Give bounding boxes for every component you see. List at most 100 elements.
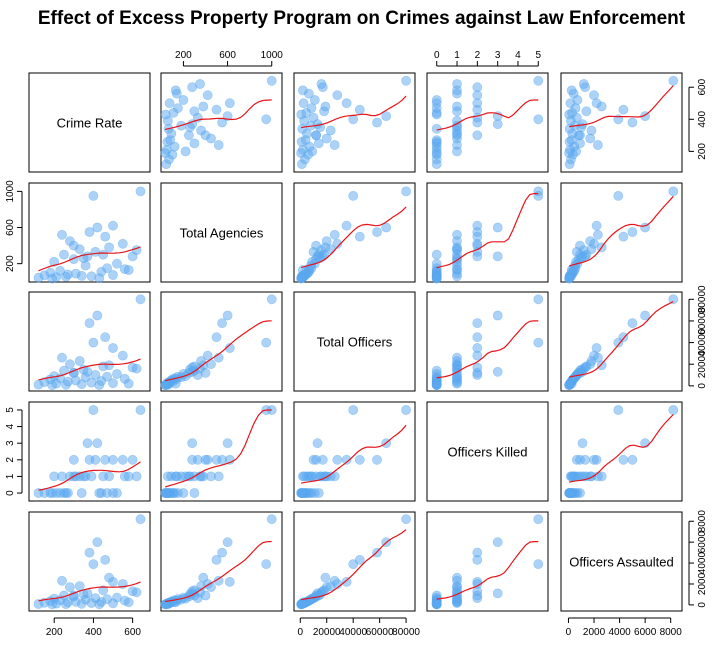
- panel-frame: [560, 291, 683, 392]
- data-point: [492, 366, 503, 377]
- data-point: [618, 332, 629, 343]
- tick-label: 2: [5, 457, 16, 463]
- tick-label: 4: [515, 50, 521, 61]
- panel-ag-vs-cr: [28, 182, 151, 284]
- data-point: [47, 599, 58, 610]
- tick-label: 600: [124, 627, 141, 638]
- data-point: [401, 75, 411, 86]
- top-x-axis-ag: 200 600 1000: [175, 50, 284, 67]
- data-point: [100, 231, 111, 242]
- data-point: [112, 369, 122, 379]
- tick-label: 2000: [583, 627, 606, 638]
- data-point: [200, 367, 211, 378]
- variable-label-cr: Crime Rate: [57, 116, 123, 131]
- data-point: [311, 240, 321, 251]
- panel-of-vs-cr: [28, 291, 151, 392]
- data-point: [533, 514, 544, 525]
- data-point: [117, 350, 128, 361]
- data-point: [381, 222, 392, 233]
- data-point: [74, 356, 85, 366]
- data-point: [575, 130, 585, 141]
- data-point: [94, 599, 105, 610]
- tick-label: 200: [5, 255, 16, 272]
- tick-label: 400: [697, 111, 708, 128]
- data-point: [198, 572, 209, 583]
- panel-frame: [293, 511, 416, 612]
- panel-frame: [28, 511, 151, 612]
- data-point: [472, 130, 483, 141]
- data-point: [452, 229, 462, 240]
- data-point: [33, 379, 44, 390]
- panel-as-vs-of: [293, 511, 416, 612]
- data-point: [92, 222, 103, 233]
- data-point: [431, 98, 442, 109]
- data-point: [332, 454, 343, 465]
- data-point: [211, 555, 222, 565]
- data-point: [82, 438, 93, 449]
- data-point: [297, 265, 308, 275]
- tick-label: 2: [475, 50, 481, 61]
- tick-label: 0: [297, 627, 303, 638]
- data-point: [533, 114, 544, 125]
- data-point: [297, 85, 308, 96]
- smooth-line: [38, 461, 141, 491]
- data-point: [564, 148, 574, 158]
- data-point: [88, 337, 99, 348]
- data-point: [313, 138, 324, 149]
- data-point: [98, 585, 109, 596]
- tick-label: 200: [46, 627, 63, 638]
- data-point: [213, 471, 224, 482]
- tick-label: 200: [697, 143, 708, 160]
- data-point: [47, 488, 58, 498]
- smooth-line: [436, 541, 539, 600]
- data-point: [65, 582, 75, 592]
- data-point: [341, 577, 352, 587]
- smooth-line: [300, 424, 407, 484]
- data-point: [88, 405, 99, 415]
- data-point: [108, 598, 118, 609]
- data-point: [319, 106, 329, 117]
- panel-cr-vs-of: [293, 72, 416, 173]
- data-point: [452, 352, 462, 363]
- data-point: [329, 229, 340, 240]
- data-point: [68, 454, 79, 465]
- data-point: [164, 98, 175, 109]
- data-point: [261, 559, 272, 569]
- data-point: [565, 98, 576, 109]
- tick-label: 1000: [261, 50, 284, 61]
- data-point: [354, 454, 365, 465]
- data-point: [452, 140, 462, 150]
- data-point: [578, 79, 589, 89]
- tick-label: 40000: [339, 627, 367, 638]
- tick-label: 200: [175, 50, 192, 61]
- data-point: [108, 488, 118, 498]
- panel-frame: [28, 72, 151, 173]
- data-point: [189, 488, 200, 498]
- data-point: [354, 104, 365, 115]
- data-point: [311, 130, 321, 141]
- data-point: [82, 251, 93, 262]
- data-point: [348, 405, 359, 415]
- data-point: [575, 454, 585, 465]
- panel-frame: [160, 291, 283, 392]
- panel-as-vs-ki: [426, 511, 549, 612]
- data-point: [332, 90, 343, 101]
- data-point: [492, 310, 503, 321]
- data-point: [100, 332, 111, 343]
- panel-ki-vs-ki: Officers Killed: [426, 401, 549, 502]
- data-point: [213, 140, 224, 150]
- data-point: [261, 337, 272, 348]
- data-point: [88, 190, 99, 201]
- data-point: [329, 575, 340, 586]
- panel-frame: [160, 182, 283, 283]
- data-point: [372, 454, 382, 465]
- panel-frame: [560, 182, 683, 283]
- smooth-line: [436, 320, 539, 379]
- smooth-line: [38, 581, 141, 602]
- data-point: [117, 238, 128, 249]
- data-point: [296, 109, 307, 120]
- smooth-line: [300, 95, 407, 129]
- panel-frame: [160, 401, 283, 502]
- data-point: [108, 270, 118, 280]
- data-point: [135, 405, 146, 415]
